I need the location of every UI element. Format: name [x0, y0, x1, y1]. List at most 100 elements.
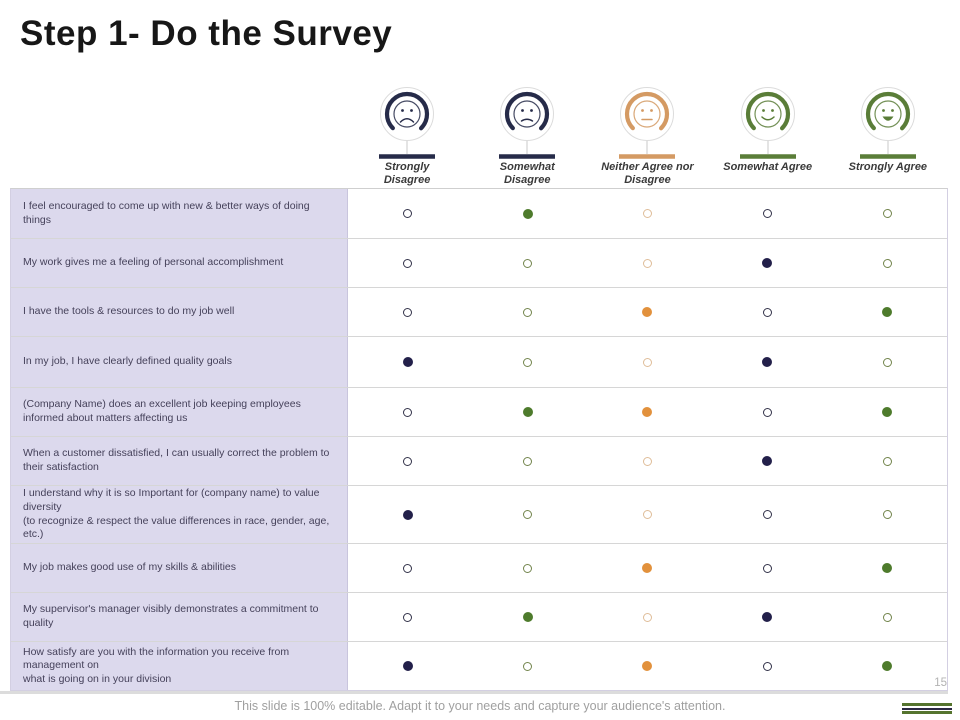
- sad-face-icon: [499, 87, 556, 159]
- survey-table: I feel encouraged to come up with new & …: [10, 188, 948, 691]
- answer-cell: [348, 337, 468, 387]
- radio-unselected[interactable]: [882, 612, 892, 622]
- answer-cell: [827, 437, 947, 485]
- question-cell: How satisfy are you with the information…: [11, 642, 348, 690]
- radio-unselected[interactable]: [762, 209, 772, 218]
- radio-unselected[interactable]: [403, 407, 413, 417]
- radio-selected[interactable]: [762, 456, 773, 466]
- radio-selected[interactable]: [642, 407, 653, 417]
- radio-unselected[interactable]: [523, 661, 533, 671]
- radio-unselected[interactable]: [642, 258, 652, 268]
- answer-cell: [467, 437, 588, 485]
- radio-unselected[interactable]: [762, 510, 772, 519]
- answer-cell: [348, 486, 468, 543]
- table-row: How satisfy are you with the information…: [11, 642, 947, 690]
- answer-cell: [587, 388, 708, 436]
- radio-selected[interactable]: [882, 307, 893, 317]
- answer-cell: [827, 288, 947, 336]
- radio-unselected[interactable]: [523, 456, 533, 466]
- radio-unselected[interactable]: [523, 563, 533, 573]
- radio-selected[interactable]: [642, 563, 653, 573]
- radio-unselected[interactable]: [762, 307, 772, 317]
- radio-selected[interactable]: [762, 612, 773, 622]
- answer-cell: [587, 288, 708, 336]
- answer-cell: [348, 189, 468, 238]
- table-row: My work gives me a feeling of personal a…: [11, 239, 947, 288]
- option-header-very-happy: Strongly Agree: [828, 84, 948, 188]
- survey-options-header: Strongly Disagree Somewhat Disagree Neithe…: [347, 84, 948, 188]
- radio-selected[interactable]: [882, 563, 893, 573]
- radio-selected[interactable]: [522, 407, 533, 417]
- radio-selected[interactable]: [882, 407, 893, 417]
- radio-unselected[interactable]: [403, 563, 413, 573]
- radio-selected[interactable]: [402, 357, 413, 367]
- table-row: I feel encouraged to come up with new & …: [11, 189, 947, 239]
- option-label: Somewhat Agree: [723, 161, 813, 173]
- radio-unselected[interactable]: [403, 258, 413, 268]
- option-header-sad: Somewhat Disagree: [467, 84, 587, 188]
- radio-selected[interactable]: [762, 357, 773, 367]
- grinning-face-icon: [859, 87, 916, 159]
- answer-cell: [587, 486, 708, 543]
- radio-unselected[interactable]: [403, 209, 413, 218]
- answer-cell: [467, 189, 588, 238]
- answer-cell: [348, 437, 468, 485]
- radio-unselected[interactable]: [642, 510, 652, 519]
- option-label: Somewhat Disagree: [499, 161, 555, 187]
- footer-divider: [0, 691, 948, 694]
- radio-unselected[interactable]: [642, 612, 652, 622]
- answer-cell: [707, 239, 828, 287]
- option-label: Strongly Agree: [848, 161, 928, 173]
- radio-selected[interactable]: [882, 661, 893, 671]
- neutral-face-icon: [619, 87, 676, 159]
- radio-unselected[interactable]: [642, 209, 652, 218]
- answer-cell: [707, 288, 828, 336]
- question-cell: I feel encouraged to come up with new & …: [11, 189, 348, 238]
- radio-selected[interactable]: [402, 509, 413, 520]
- radio-unselected[interactable]: [642, 456, 652, 466]
- radio-unselected[interactable]: [882, 456, 892, 466]
- radio-unselected[interactable]: [882, 258, 892, 268]
- radio-unselected[interactable]: [762, 407, 772, 417]
- answer-cell: [707, 486, 828, 543]
- answer-cell: [348, 388, 468, 436]
- table-row: I have the tools & resources to do my jo…: [11, 288, 947, 337]
- table-row: When a customer dissatisfied, I can usua…: [11, 437, 947, 486]
- radio-unselected[interactable]: [762, 563, 772, 573]
- option-label: Neither Agree nor Disagree: [601, 161, 694, 187]
- radio-selected[interactable]: [642, 661, 653, 671]
- option-header-very-sad: Strongly Disagree: [347, 84, 467, 188]
- radio-unselected[interactable]: [882, 209, 892, 218]
- answer-cell: [827, 239, 947, 287]
- radio-unselected[interactable]: [403, 612, 413, 622]
- radio-selected[interactable]: [642, 307, 653, 317]
- page-number: 15: [934, 677, 947, 689]
- very-sad-face-icon: [379, 87, 436, 159]
- radio-unselected[interactable]: [523, 510, 533, 519]
- radio-unselected[interactable]: [882, 510, 892, 519]
- option-label: Strongly Disagree: [383, 161, 431, 187]
- answer-cell: [587, 544, 708, 592]
- answer-cell: [348, 544, 468, 592]
- radio-unselected[interactable]: [523, 357, 533, 367]
- answer-cell: [348, 239, 468, 287]
- page-title: Step 1- Do the Survey: [20, 14, 393, 53]
- question-cell: (Company Name) does an excellent job kee…: [11, 388, 348, 436]
- logo-bar: [902, 707, 952, 710]
- answer-cell: [827, 337, 947, 387]
- answer-cell: [348, 288, 468, 336]
- radio-unselected[interactable]: [403, 307, 413, 317]
- question-cell: I have the tools & resources to do my jo…: [11, 288, 348, 336]
- radio-selected[interactable]: [522, 612, 533, 622]
- radio-unselected[interactable]: [762, 661, 772, 671]
- radio-unselected[interactable]: [523, 307, 533, 317]
- radio-unselected[interactable]: [642, 357, 652, 367]
- radio-selected[interactable]: [762, 258, 773, 268]
- radio-unselected[interactable]: [882, 357, 892, 367]
- radio-unselected[interactable]: [523, 258, 533, 268]
- brand-logo: [902, 703, 952, 714]
- radio-unselected[interactable]: [403, 456, 413, 466]
- radio-selected[interactable]: [402, 661, 413, 671]
- radio-selected[interactable]: [522, 208, 533, 219]
